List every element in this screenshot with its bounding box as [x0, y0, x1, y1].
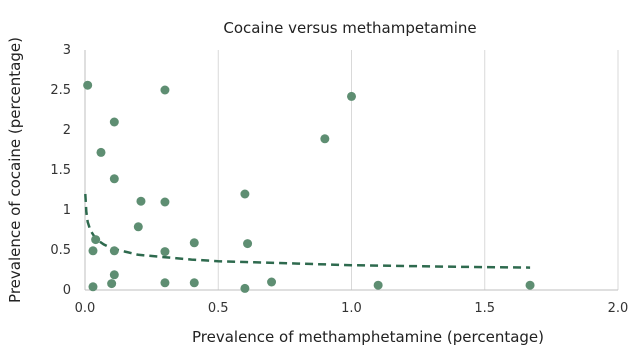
x-tick-label: 0.5: [208, 301, 229, 316]
x-tick-label: 1.5: [474, 301, 495, 316]
x-tick-label: 2.0: [608, 301, 629, 316]
axes: [84, 50, 618, 291]
data-point: [109, 117, 119, 127]
data-point: [320, 134, 330, 144]
data-point: [189, 278, 199, 288]
y-tick-label: 0.5: [50, 243, 71, 258]
data-point: [96, 147, 106, 157]
data-point: [109, 174, 119, 184]
x-tick-label: 0.0: [75, 301, 96, 316]
data-point: [347, 91, 356, 101]
data-point: [107, 279, 117, 289]
data-point: [133, 222, 143, 232]
data-point: [243, 239, 253, 249]
x-axis-label: Prevalence of methamphetamine (percentag…: [192, 328, 544, 346]
trendline-group: [84, 193, 531, 269]
y-tick-label: 0: [63, 283, 71, 298]
data-point: [267, 277, 277, 287]
data-point: [160, 247, 170, 257]
data-point: [160, 197, 170, 207]
data-point: [189, 238, 199, 248]
y-tick-label: 2: [63, 123, 71, 138]
y-tick-labels: 0 0.5 1 1.5 2 2.5 3: [50, 43, 71, 298]
data-point: [160, 85, 170, 95]
data-point: [88, 282, 98, 292]
data-point: [160, 278, 170, 288]
data-point: [109, 246, 119, 256]
data-point: [83, 80, 93, 90]
y-tick-label: 3: [63, 43, 71, 58]
y-tick-label: 2.5: [50, 83, 71, 98]
data-point: [240, 189, 250, 199]
y-tick-label: 1.5: [50, 163, 71, 178]
x-tick-label: 1.0: [341, 301, 362, 316]
x-tick-labels: 0.0 0.5 1.0 1.5 2.0: [75, 301, 629, 316]
trendline: [84, 193, 531, 269]
data-point: [136, 196, 146, 206]
y-axis-label: Prevalence of cocaine (percentage): [6, 37, 24, 303]
data-point: [240, 283, 250, 293]
data-point: [88, 246, 98, 256]
chart-title: Cocaine versus methampetamine: [223, 19, 476, 37]
data-point: [91, 235, 101, 245]
y-tick-label: 1: [63, 203, 71, 218]
data-point: [373, 280, 383, 290]
data-point: [525, 280, 535, 290]
data-points: [83, 80, 535, 293]
gridlines: [217, 50, 619, 290]
data-point: [109, 270, 119, 280]
